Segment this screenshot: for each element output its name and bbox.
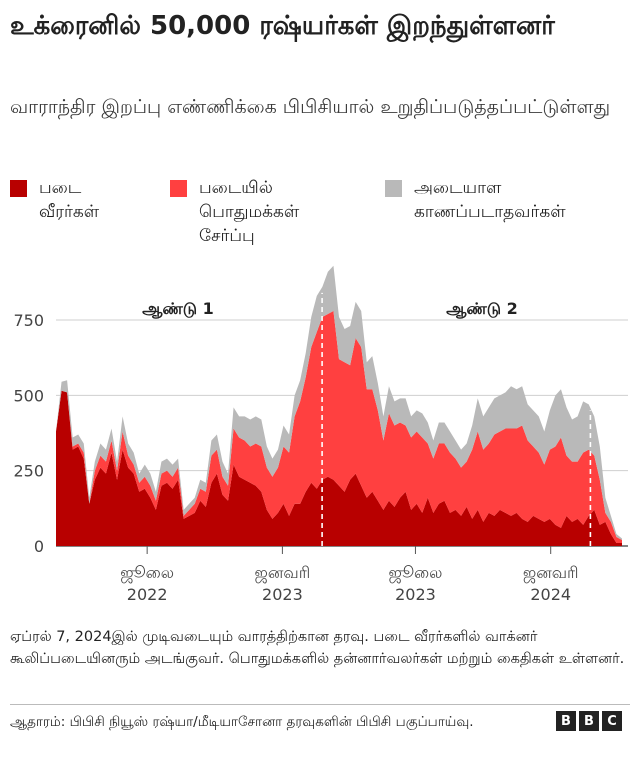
bbc-logo-block: B xyxy=(556,711,576,731)
legend-item-civilian-recruits: படையில் பொதுமக்கள் சேர்ப்பு xyxy=(170,176,299,248)
year-marker-label: ஆண்டு 1 xyxy=(142,299,214,319)
chart-areas xyxy=(56,265,622,546)
bbc-logo-block: C xyxy=(602,711,622,731)
legend: படை வீரர்கள் படையில் பொதுமக்கள் சேர்ப்பு… xyxy=(10,176,635,256)
x-tick-year-label: 2023 xyxy=(395,585,436,604)
x-tick-label: ஜூலை xyxy=(120,563,174,583)
legend-label-unidentified: அடையாள காணப்படாதவர்கள் xyxy=(414,178,566,222)
source-text: ஆதாரம்: பிபிசி நியூஸ் ரஷ்யா/மீடியாசோனா த… xyxy=(10,714,474,730)
x-tick-label: ஜனவரி xyxy=(523,563,579,583)
y-tick-label: 750 xyxy=(13,311,44,330)
bbc-logo: B B C xyxy=(556,711,622,731)
y-tick-label: 250 xyxy=(13,462,44,481)
bbc-logo-block: B xyxy=(579,711,599,731)
y-tick-label: 500 xyxy=(13,386,44,405)
legend-swatch-civilian-recruits xyxy=(170,180,187,197)
legend-label-civilian-recruits: படையில் பொதுமக்கள் சேர்ப்பு xyxy=(199,178,300,246)
y-tick-label: 0 xyxy=(34,537,44,556)
x-tick-label: ஜனவரி xyxy=(255,563,311,583)
legend-item-soldiers: படை வீரர்கள் xyxy=(10,176,99,224)
legend-swatch-soldiers xyxy=(10,180,27,197)
year-markers: ஆண்டு 1 ஆண்டு 2 xyxy=(142,292,592,546)
x-tick-year-label: 2023 xyxy=(262,585,303,604)
area-series-2 xyxy=(56,265,622,540)
legend-swatch-unidentified xyxy=(385,180,402,197)
x-tick-year-label: 2022 xyxy=(127,585,168,604)
chart-title: உக்ரைனில் 50,000 ரஷ்யர்கள் இறந்துள்ளனர் xyxy=(10,11,555,41)
x-tick-label: ஜூலை xyxy=(389,563,443,583)
year-marker-label: ஆண்டு 2 xyxy=(446,299,518,319)
area-series-0 xyxy=(56,390,622,546)
stacked-area-chart: ஆண்டு 1 ஆண்டு 2 0 250 500 750 ஜூலை 2022 ஜனவரி 20… xyxy=(13,265,628,604)
area-series-1 xyxy=(56,310,622,543)
axis-labels: 0 250 500 750 ஜூலை 2022 ஜனவரி 2023 ஜூலை 2023 ஜனவரி… xyxy=(13,311,578,604)
x-tick-year-label: 2024 xyxy=(530,585,571,604)
footer-divider xyxy=(10,704,630,705)
legend-label-soldiers: படை வீரர்கள் xyxy=(39,178,100,222)
chart-subtitle: வாராந்திர இறப்பு எண்ணிக்கை பிபிசியால் உற… xyxy=(10,96,611,118)
chart-note: ஏப்ரல் 7, 2024இல் முடிவடையும் வாரத்திற்க… xyxy=(10,629,625,667)
legend-item-unidentified: அடையாள காணப்படாதவர்கள் xyxy=(385,176,566,224)
